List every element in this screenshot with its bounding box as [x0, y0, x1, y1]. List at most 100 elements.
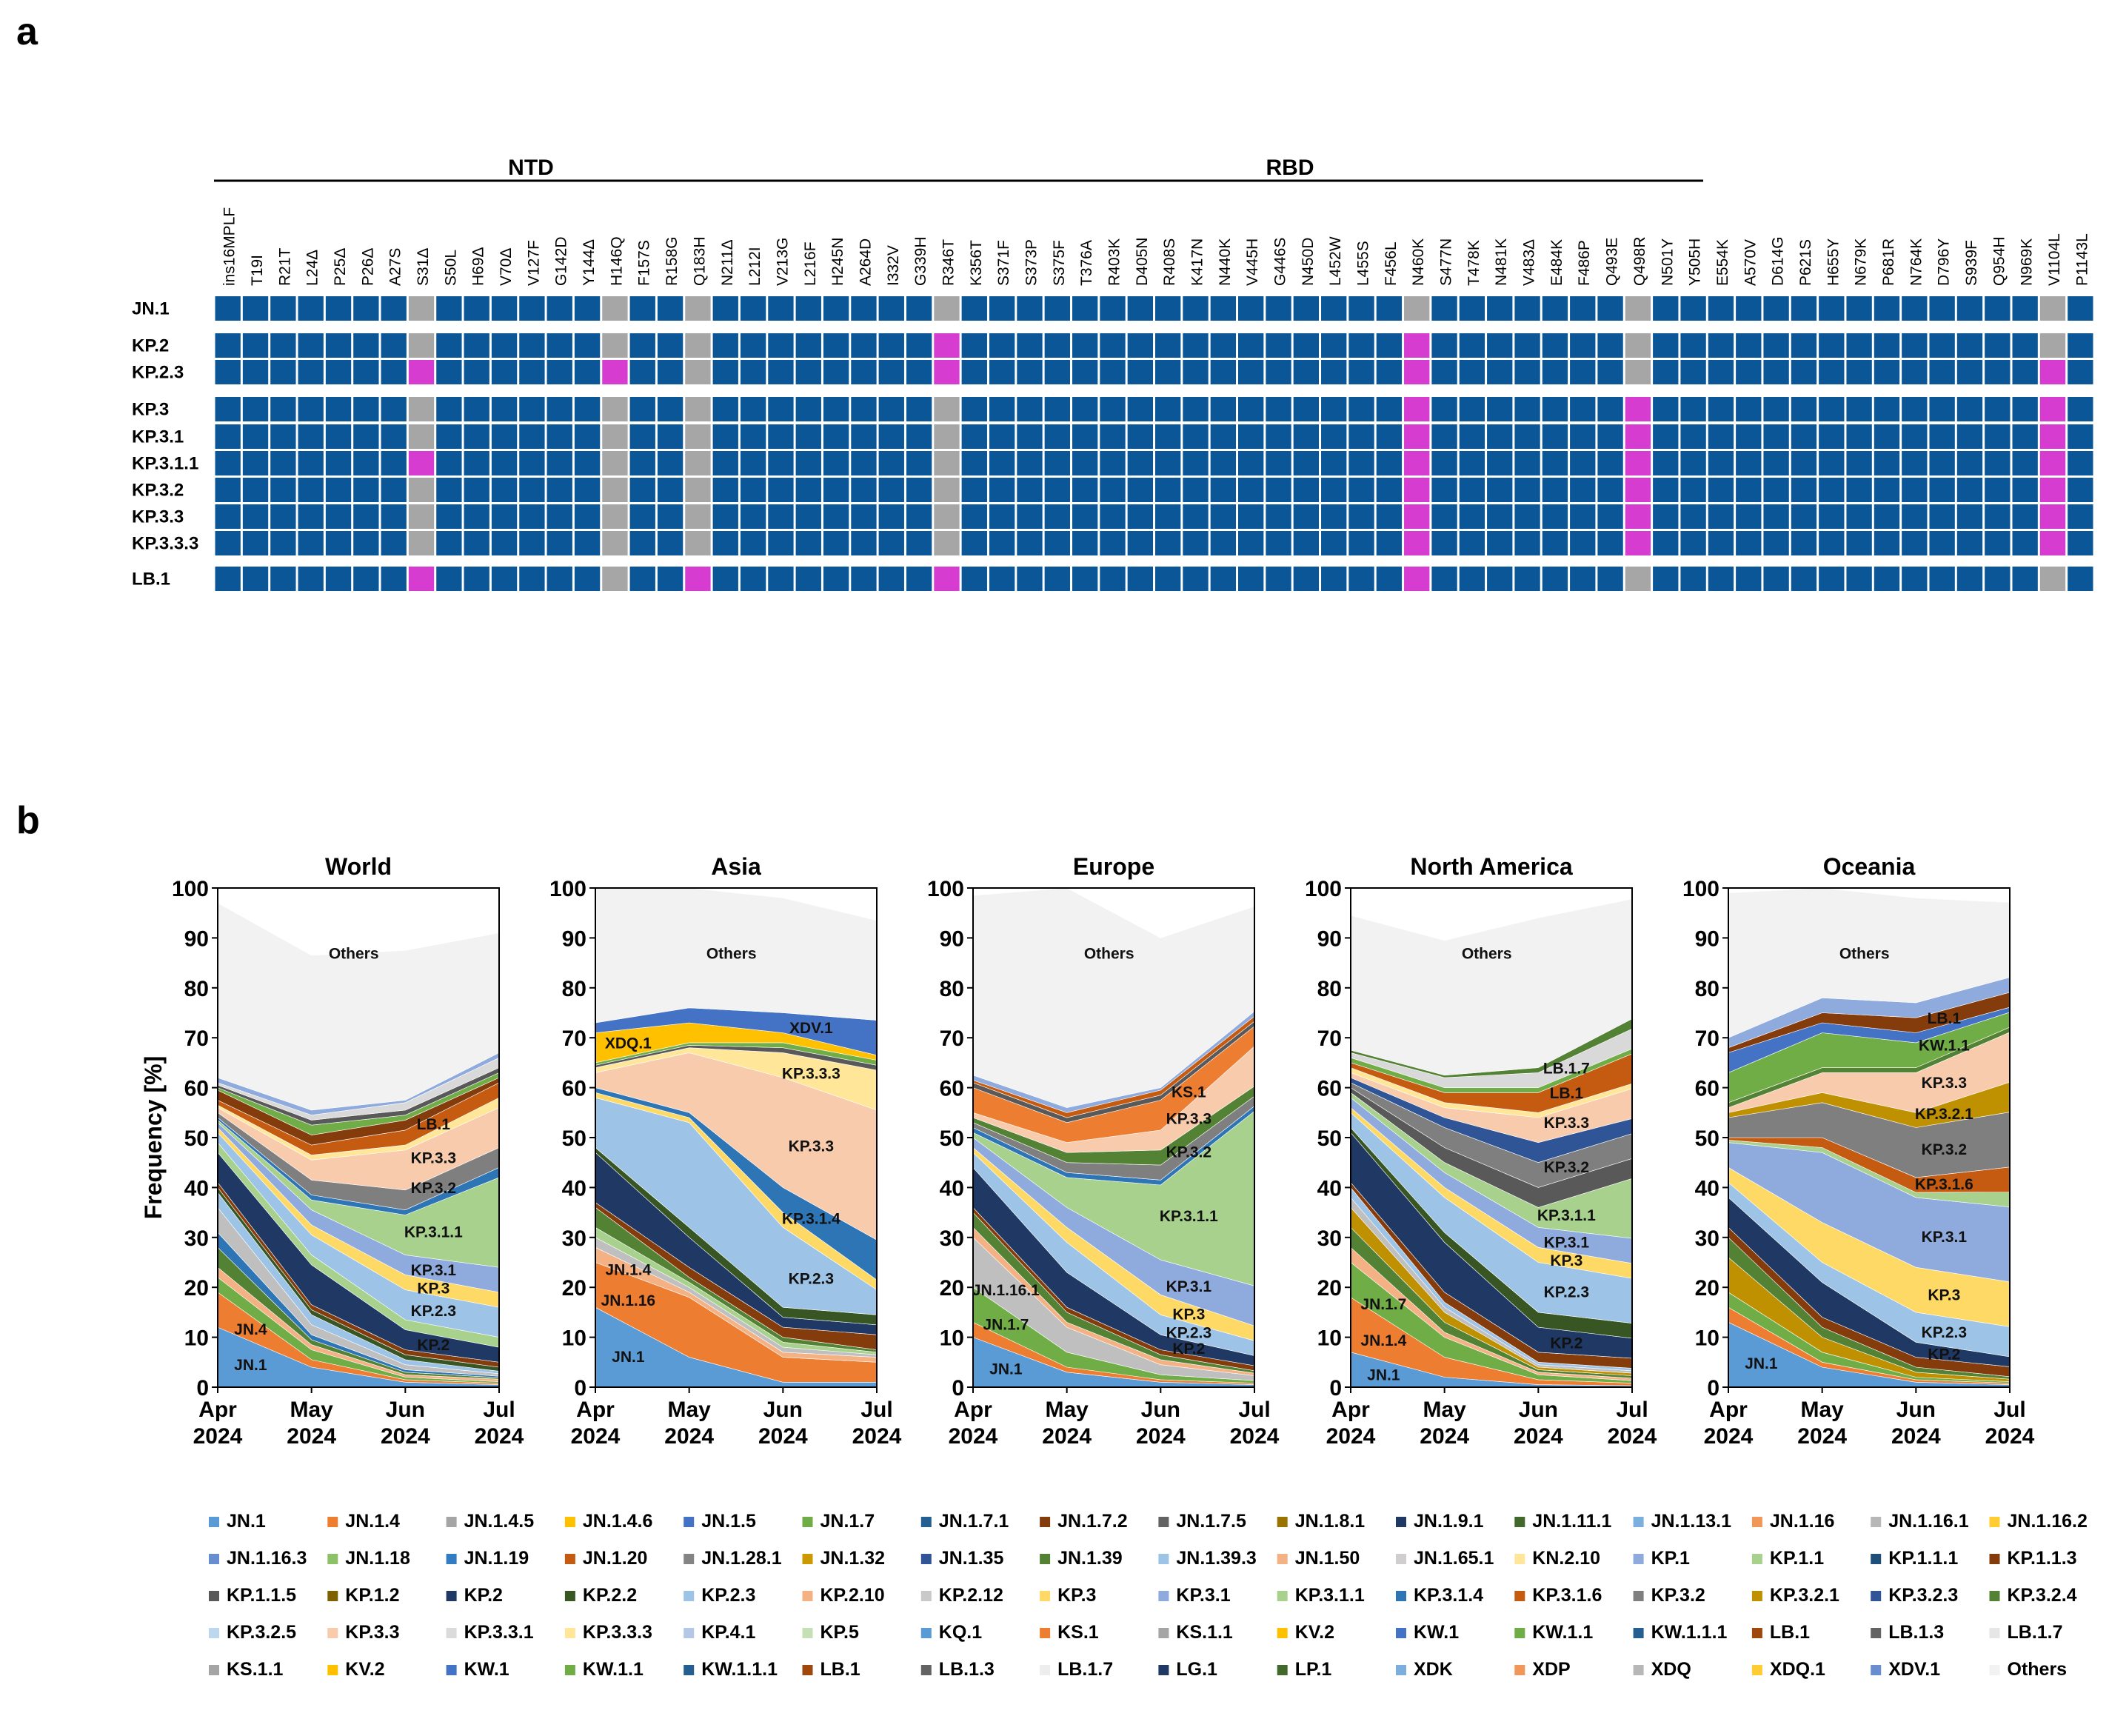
heatmap-cell — [685, 296, 711, 321]
heatmap-cell — [464, 478, 489, 502]
heatmap-cell — [2012, 397, 2038, 421]
heatmap-cell — [1819, 360, 1845, 384]
heatmap-cell — [215, 397, 241, 421]
x-tick-label: May 2024 — [1420, 1398, 1469, 1449]
mutation-label: P1143L — [2073, 233, 2090, 286]
heatmap-cell — [1680, 504, 1706, 529]
heatmap-cell — [2068, 504, 2093, 529]
heatmap-cell — [1929, 567, 1955, 591]
annotation-kp-3-1-4: KP.3.1.4 — [782, 1211, 840, 1228]
legend-label: JN.1.16.1 — [1888, 1511, 1969, 1532]
y-tick-label: 80 — [1317, 977, 1342, 1001]
heatmap-cell — [1376, 451, 1403, 475]
mutation-label: N460K — [1410, 238, 1427, 286]
legend-label: LB.1.7 — [1057, 1659, 1113, 1680]
legend-swatch — [802, 1665, 813, 1675]
heatmap-cell — [242, 360, 269, 384]
heatmap-cell — [1072, 504, 1098, 529]
heatmap-cell — [878, 504, 904, 529]
legend-label: KW.1 — [464, 1659, 509, 1680]
mutation-label: V1104L — [2046, 233, 2063, 286]
legend-label: KP.1.1.1 — [1888, 1548, 1958, 1569]
heatmap-cell — [436, 424, 462, 449]
heatmap-cell — [1210, 360, 1237, 384]
legend-label: JN.1 — [227, 1511, 266, 1532]
mutation-label: G142D — [553, 236, 570, 286]
mutation-label: R346T — [940, 239, 957, 286]
legend-item: JN.1.11.1 — [1514, 1511, 1611, 1532]
heatmap-cell — [1487, 360, 1513, 384]
heatmap-cell — [1017, 424, 1043, 449]
x-tick-label-line: May — [1423, 1398, 1466, 1422]
heatmap-cell — [1680, 478, 1706, 502]
heatmap-cell — [685, 504, 711, 529]
legend-item: KP.3.2.1 — [1751, 1585, 1839, 1606]
heatmap-cell — [1874, 397, 1900, 421]
y-tick-label: 20 — [1317, 1276, 1342, 1301]
y-tick-label: 60 — [1695, 1077, 1719, 1101]
heatmap-cell — [1514, 424, 1540, 449]
heatmap-cell — [1376, 397, 1403, 421]
legend-swatch — [327, 1517, 338, 1527]
legend-label: KP.3.1.6 — [1532, 1585, 1602, 1606]
heatmap-cell — [353, 424, 379, 449]
mutation-label: H655Y — [1825, 238, 1842, 286]
legend-swatch — [802, 1554, 813, 1564]
x-tick-label-line: 2024 — [193, 1424, 243, 1449]
annotation-kp-3-2: KP.3.2 — [1544, 1159, 1590, 1176]
heatmap-cell — [1736, 397, 1762, 421]
heatmap-cell — [381, 360, 407, 384]
heatmap-cell — [325, 478, 352, 502]
heatmap-cell — [464, 296, 489, 321]
annotation-others: Others — [329, 946, 379, 963]
heatmap-cell — [1044, 567, 1070, 591]
heatmap-cell — [795, 451, 821, 475]
legend-swatch — [1751, 1628, 1762, 1638]
legend-label: KS.1.1 — [1176, 1622, 1233, 1643]
heatmap-cell — [1100, 531, 1126, 555]
y-tick-label: 40 — [940, 1176, 964, 1201]
heatmap-cell — [519, 333, 545, 358]
heatmap-cell — [1956, 451, 1983, 475]
heatmap-cell — [1404, 504, 1430, 529]
variant-label: KP.3.1.1 — [132, 454, 198, 474]
legend-item: KP.3.1.4 — [1396, 1585, 1483, 1606]
heatmap-cell — [1210, 296, 1237, 321]
heatmap-cell — [1376, 296, 1403, 321]
heatmap-cell — [1570, 360, 1596, 384]
mutation-label: L216F — [802, 241, 819, 286]
heatmap-cell — [1431, 397, 1457, 421]
heatmap-cell — [1321, 478, 1347, 502]
annotation-ks-1: KS.1 — [1172, 1084, 1206, 1101]
heatmap-cell — [1708, 504, 1734, 529]
heatmap-cell — [491, 424, 518, 449]
heatmap-cell — [1404, 333, 1430, 358]
heatmap-cell — [795, 296, 821, 321]
legend-label: KP.3.2.3 — [1888, 1585, 1958, 1606]
x-tick-label-line: May — [1045, 1398, 1089, 1422]
heatmap-cell — [1431, 567, 1457, 591]
heatmap-cell — [740, 451, 766, 475]
heatmap-cell — [1514, 296, 1540, 321]
y-tick-label: 10 — [1317, 1326, 1342, 1351]
legend-swatch — [1158, 1517, 1169, 1527]
legend-swatch — [1633, 1517, 1644, 1527]
x-tick-label-line: 2024 — [852, 1424, 902, 1449]
annotation-lb-1: LB.1 — [1550, 1085, 1584, 1102]
heatmap-cell — [2039, 296, 2066, 321]
panel-a-label: a — [16, 10, 39, 53]
legend-label: KP.1.1.3 — [2008, 1548, 2077, 1569]
heatmap-cell — [657, 504, 683, 529]
heatmap-cell — [464, 531, 489, 555]
legend-label: KV.2 — [345, 1659, 384, 1680]
annotation-jn-1: JN.1 — [234, 1357, 267, 1374]
annotation-kp-3-2-1: KP.3.2.1 — [1915, 1106, 1973, 1123]
heatmap-cell — [629, 360, 655, 384]
legend-label: KP.2.3 — [701, 1585, 755, 1606]
heatmap-cell — [740, 424, 766, 449]
heatmap-cell — [657, 360, 683, 384]
heatmap-cell — [1155, 504, 1181, 529]
heatmap-cell — [1155, 424, 1181, 449]
x-tick-label: May 2024 — [287, 1398, 336, 1449]
domain-bar: NTD RBD — [214, 156, 1703, 182]
